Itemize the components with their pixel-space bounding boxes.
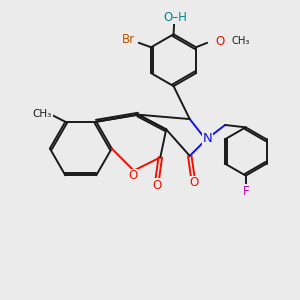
Text: O: O (215, 35, 224, 48)
Text: O: O (129, 169, 138, 182)
Text: F: F (242, 185, 249, 198)
Text: CH₃: CH₃ (33, 109, 52, 118)
Text: CH₃: CH₃ (231, 36, 250, 46)
Text: O: O (190, 176, 199, 190)
Text: N: N (202, 132, 212, 145)
Text: O–H: O–H (164, 11, 188, 24)
Text: O: O (153, 178, 162, 191)
Text: Br: Br (122, 33, 135, 46)
